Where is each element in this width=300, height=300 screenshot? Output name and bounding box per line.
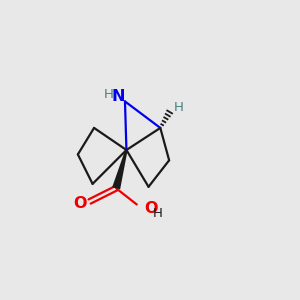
Polygon shape xyxy=(112,150,128,189)
Text: N: N xyxy=(112,89,125,104)
Text: H: H xyxy=(174,101,184,114)
Text: O: O xyxy=(74,196,87,211)
Text: H: H xyxy=(104,88,114,100)
Text: H: H xyxy=(153,207,163,220)
Text: O: O xyxy=(144,201,158,216)
